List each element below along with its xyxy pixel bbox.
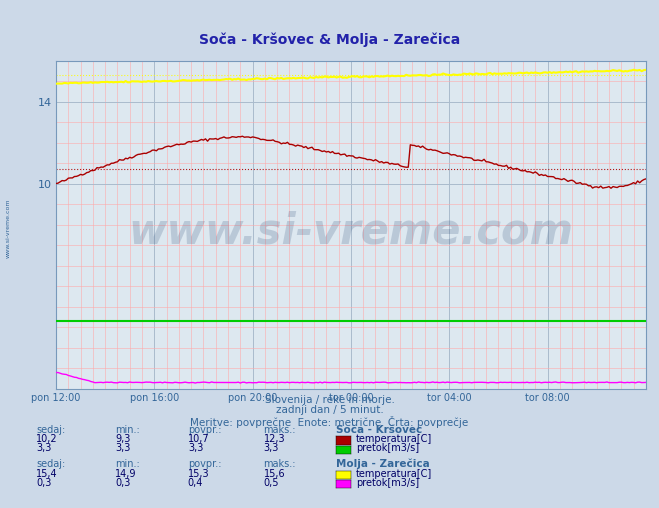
Text: sedaj:: sedaj: [36,425,65,435]
Text: 3,3: 3,3 [188,443,203,453]
Text: 0,5: 0,5 [264,478,279,488]
Text: 12,3: 12,3 [264,434,285,444]
Text: pretok[m3/s]: pretok[m3/s] [356,478,419,488]
Text: Molja - Zarečica: Molja - Zarečica [336,459,430,469]
Text: min.:: min.: [115,425,140,435]
Text: maks.:: maks.: [264,425,296,435]
Text: 15,3: 15,3 [188,468,210,479]
Text: 3,3: 3,3 [264,443,279,453]
Text: povpr.:: povpr.: [188,425,221,435]
Text: Slovenija / reke in morje.: Slovenija / reke in morje. [264,395,395,405]
Text: 15,6: 15,6 [264,468,285,479]
Text: 3,3: 3,3 [36,443,51,453]
Text: min.:: min.: [115,459,140,469]
Text: Soča - Kršovec: Soča - Kršovec [336,425,422,435]
Text: 0,3: 0,3 [115,478,130,488]
Text: 0,3: 0,3 [36,478,51,488]
Text: 3,3: 3,3 [115,443,130,453]
Text: 10,2: 10,2 [36,434,58,444]
Text: 14,9: 14,9 [115,468,137,479]
Text: pretok[m3/s]: pretok[m3/s] [356,443,419,453]
Text: maks.:: maks.: [264,459,296,469]
Text: 0,4: 0,4 [188,478,203,488]
Text: www.si-vreme.com: www.si-vreme.com [5,199,11,259]
Text: www.si-vreme.com: www.si-vreme.com [129,210,573,252]
Text: zadnji dan / 5 minut.: zadnji dan / 5 minut. [275,405,384,416]
Text: temperatura[C]: temperatura[C] [356,468,432,479]
Text: Soča - Kršovec & Molja - Zarečica: Soča - Kršovec & Molja - Zarečica [199,33,460,47]
Text: povpr.:: povpr.: [188,459,221,469]
Text: Meritve: povprečne  Enote: metrične  Črta: povprečje: Meritve: povprečne Enote: metrične Črta:… [190,416,469,428]
Text: 15,4: 15,4 [36,468,58,479]
Text: 9,3: 9,3 [115,434,130,444]
Text: sedaj:: sedaj: [36,459,65,469]
Text: 10,7: 10,7 [188,434,210,444]
Text: temperatura[C]: temperatura[C] [356,434,432,444]
